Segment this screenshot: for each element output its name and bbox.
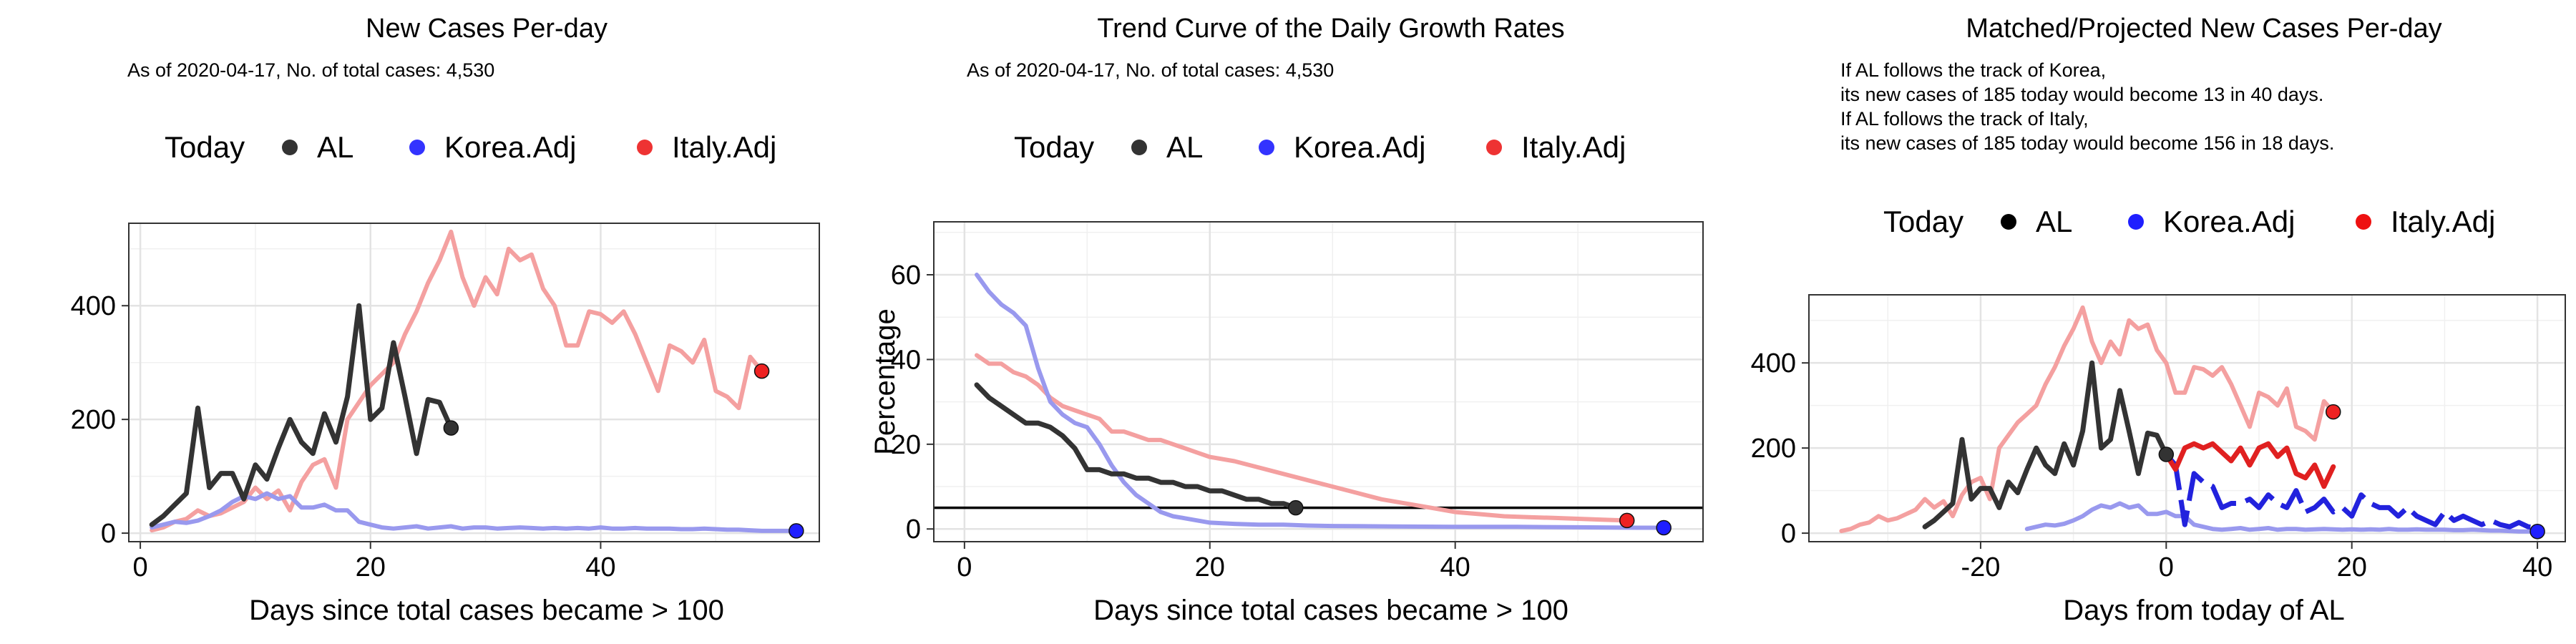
legend-label: Italy.Adj bbox=[672, 130, 776, 164]
legend-title: Today bbox=[1883, 205, 1963, 238]
series-line-korea-adj-projection bbox=[2164, 452, 2538, 530]
legend-key-italy-adj bbox=[2356, 214, 2371, 230]
series-line-al bbox=[974, 382, 1299, 511]
y-tick-label: 200 bbox=[1751, 434, 1796, 464]
legend-key-korea-adj bbox=[409, 140, 425, 155]
x-axis-label: Days since total cases became > 100 bbox=[249, 595, 724, 626]
y-tick-label: 60 bbox=[891, 260, 921, 291]
today-point-korea-adj bbox=[1656, 519, 1672, 536]
today-point-korea-adj bbox=[2529, 523, 2545, 540]
legend-label: Italy.Adj bbox=[2391, 205, 2495, 238]
x-axis-label: Days since total cases became > 100 bbox=[1093, 595, 1568, 626]
legend-key-al bbox=[282, 140, 298, 155]
legend-key-korea-adj bbox=[1259, 140, 1274, 155]
series-line-korea-adj bbox=[150, 491, 799, 533]
plot-border bbox=[933, 221, 1704, 542]
series-line-al bbox=[149, 303, 454, 527]
series-line-italy-adj bbox=[150, 229, 764, 533]
plot-area bbox=[129, 223, 819, 542]
legend-label: AL bbox=[317, 130, 353, 164]
y-tick-label: 0 bbox=[101, 519, 116, 549]
legend-key-italy-adj bbox=[1486, 140, 1502, 155]
y-tick-label: 20 bbox=[891, 430, 921, 460]
series-line-italy-adj bbox=[1839, 305, 2336, 534]
series-line-italy-adj-projection bbox=[2163, 441, 2336, 489]
y-tick-label: 200 bbox=[71, 405, 116, 435]
today-point-al bbox=[443, 420, 459, 436]
panel-subtitle: As of 2020-04-17, No. of total cases: 4,… bbox=[127, 59, 494, 81]
legend-title: Today bbox=[165, 130, 245, 164]
grid bbox=[129, 223, 819, 542]
legend: Today AL Korea.Adj Italy.Adj bbox=[1014, 130, 1626, 164]
legend-title: Today bbox=[1014, 130, 1094, 164]
x-tick-label: 20 bbox=[1195, 552, 1225, 582]
legend-key-al bbox=[2001, 214, 2016, 230]
axis-ticks: 0 20 40 0 20 40 60 bbox=[891, 260, 1470, 582]
x-tick-label: 20 bbox=[2337, 552, 2367, 582]
x-axis-label: Days from today of AL bbox=[2063, 595, 2345, 626]
today-point-al bbox=[2158, 447, 2175, 462]
panel-note: If AL follows the track of Korea, bbox=[1840, 59, 2106, 81]
legend-label: Italy.Adj bbox=[1521, 130, 1626, 164]
panel-2: Trend Curve of the Daily Growth Rates As … bbox=[869, 14, 1704, 626]
legend-key-korea-adj bbox=[2128, 214, 2144, 230]
panel-3: Matched/Projected New Cases Per-day If AL… bbox=[1751, 14, 2566, 626]
plot-border bbox=[1808, 294, 2566, 542]
y-tick-label: 400 bbox=[1751, 348, 1796, 379]
grid bbox=[1809, 295, 2565, 542]
today-point-korea-adj bbox=[789, 523, 804, 539]
panel-title: New Cases Per-day bbox=[366, 14, 608, 44]
legend: Today AL Korea.Adj Italy.Adj bbox=[165, 130, 776, 164]
y-tick-label: 40 bbox=[891, 345, 921, 375]
legend-label: AL bbox=[1166, 130, 1203, 164]
legend-label: Korea.Adj bbox=[2163, 205, 2295, 238]
today-point-italy-adj bbox=[1619, 512, 1635, 529]
today-point-italy-adj bbox=[753, 363, 770, 379]
legend-label: Korea.Adj bbox=[1294, 130, 1425, 164]
legend-key-italy-adj bbox=[637, 140, 653, 155]
y-tick-label: 400 bbox=[71, 291, 116, 321]
panel-subtitle: As of 2020-04-17, No. of total cases: 4,… bbox=[967, 59, 1334, 81]
legend-key-al bbox=[1131, 140, 1147, 155]
y-tick-label: 0 bbox=[1781, 519, 1796, 549]
panel-note: If AL follows the track of Italy, bbox=[1840, 108, 2089, 130]
panel-title: Matched/Projected New Cases Per-day bbox=[1966, 14, 2441, 44]
x-tick-label: 0 bbox=[2159, 552, 2174, 582]
x-tick-label: 0 bbox=[133, 552, 148, 582]
legend: Today AL Korea.Adj Italy.Adj bbox=[1883, 205, 2495, 238]
series-line-korea-adj bbox=[975, 273, 1667, 530]
y-tick-label: 0 bbox=[906, 514, 921, 545]
legend-label: Korea.Adj bbox=[444, 130, 576, 164]
x-tick-label: 40 bbox=[2522, 552, 2552, 582]
x-tick-label: 0 bbox=[957, 552, 972, 582]
x-tick-label: -20 bbox=[1961, 552, 2000, 582]
plot-border bbox=[128, 223, 820, 542]
legend-label: AL bbox=[2036, 205, 2072, 238]
y-axis-label: Percentage bbox=[869, 308, 901, 455]
today-point-al bbox=[1288, 499, 1304, 516]
x-tick-label: 40 bbox=[1440, 552, 1470, 582]
series-line-korea-adj bbox=[2024, 501, 2540, 534]
x-tick-label: 20 bbox=[356, 552, 386, 582]
plot-area bbox=[934, 222, 1703, 542]
series-line-al bbox=[1922, 360, 2169, 530]
panel-note: its new cases of 185 today would become … bbox=[1840, 132, 2334, 154]
panel-note: its new cases of 185 today would become … bbox=[1840, 84, 2323, 105]
grid bbox=[934, 222, 1703, 542]
panel-title: Trend Curve of the Daily Growth Rates bbox=[1097, 14, 1564, 44]
plot-area bbox=[1809, 295, 2565, 542]
today-point-italy-adj bbox=[2326, 404, 2341, 420]
x-tick-label: 40 bbox=[585, 552, 615, 582]
panel-1: New Cases Per-day As of 2020-04-17, No. o… bbox=[71, 14, 820, 626]
